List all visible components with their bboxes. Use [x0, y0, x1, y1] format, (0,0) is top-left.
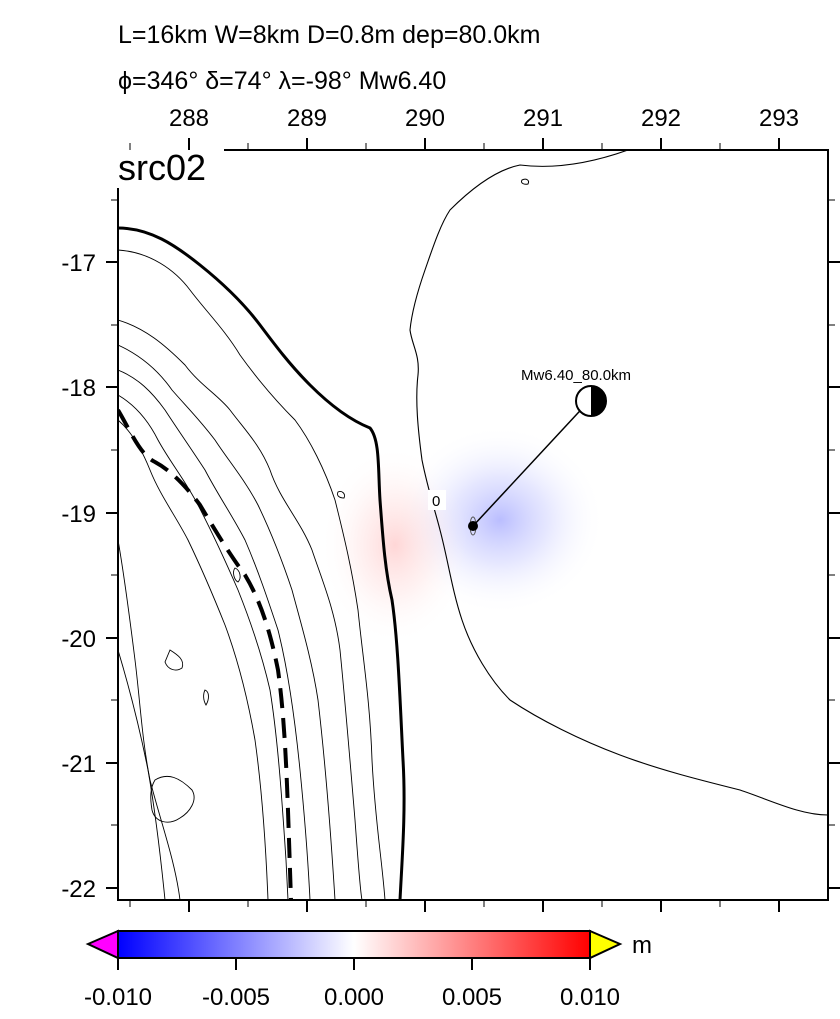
lat-tick-label: -21 [61, 751, 96, 778]
zero-contour-island [521, 178, 529, 185]
colorbar-tick-label: -0.005 [202, 984, 270, 1011]
lon-tick-label: 290 [405, 105, 445, 132]
colorbar-tick-label: 0.005 [442, 984, 502, 1011]
lat-tick-label: -19 [61, 501, 96, 528]
lat-tick-label: -20 [61, 626, 96, 653]
colorbar: -0.010 -0.005 0.000 0.005 0.010 m [84, 929, 652, 1011]
zero-contour [409, 150, 828, 816]
map-frame [117, 149, 829, 901]
colorbar-low-arrow [85, 929, 119, 960]
lon-tick-label: 291 [523, 105, 563, 132]
coastline [118, 226, 406, 900]
panel-label-bg [116, 140, 224, 188]
lon-tick-label: 288 [169, 105, 209, 132]
colorbar-gradient [117, 930, 591, 959]
lat-ticks [106, 261, 840, 889]
colorbar-tick-label: 0.010 [560, 984, 620, 1011]
lat-tick-label: -17 [61, 250, 96, 277]
beachball-compression [591, 386, 606, 416]
title-line-1: L=16km W=8km D=0.8m dep=80.0km [118, 21, 540, 49]
mechanism-leader-line [472, 399, 591, 527]
epicenter-marker [468, 521, 478, 531]
colorbar-unit: m [632, 932, 652, 959]
colorbar-tick-label: 0.000 [324, 984, 384, 1011]
lon-tick-label: 289 [287, 105, 327, 132]
map-content [118, 150, 828, 900]
colorbar-tick-label: -0.010 [84, 984, 152, 1011]
lon-ticks [188, 138, 780, 912]
lon-tick-label: 293 [759, 105, 799, 132]
lat-tick-label: -22 [61, 876, 96, 903]
lon-axis: 288 289 290 291 292 293 [169, 105, 799, 132]
event-label: Mw6.40_80.0km [521, 367, 631, 384]
zero-contour-label: 0 [432, 493, 440, 510]
focal-mechanism [575, 385, 607, 417]
lat-tick-label: -18 [61, 375, 96, 402]
title-line-2: ϕ=346° δ=74° λ=-98° Mw6.40 [118, 67, 446, 95]
trench-axis [118, 408, 293, 900]
zero-label-bg [428, 490, 446, 510]
panel-label: src02 [118, 147, 206, 188]
bathymetry-contours [118, 249, 386, 900]
colorbar-ticks [117, 958, 591, 970]
lon-minor-ticks [129, 143, 721, 907]
lat-axis: -17 -18 -19 -20 -21 -22 [61, 250, 96, 903]
lon-tick-label: 292 [641, 105, 681, 132]
lat-minor-ticks [111, 199, 835, 826]
colorbar-high-arrow [589, 929, 623, 960]
